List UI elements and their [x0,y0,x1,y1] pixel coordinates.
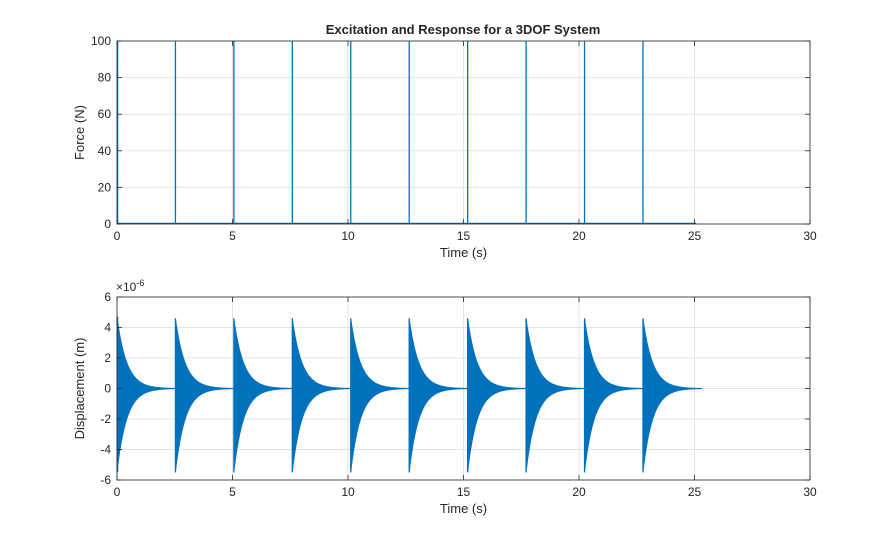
force-x-tick-label: 0 [114,229,121,243]
disp-y-tick-label: -6 [100,473,111,487]
disp-y-exponent-base: ×10 [116,280,137,294]
force-y-tick-label: 40 [98,144,112,158]
disp-x-tick-label: 5 [229,485,236,499]
force-axes: 0 5 10 15 20 25 30 0 20 40 60 80 100 Time (s) Force (N… [72,34,817,260]
disp-x-tick-label: 25 [688,485,702,499]
disp-x-axis-label: Time (s) [440,501,487,516]
force-x-tick-label: 20 [572,229,586,243]
disp-y-tick-label: -2 [100,412,111,426]
disp-x-tick-label: 0 [114,485,121,499]
disp-y-tick-label: 6 [104,290,111,304]
disp-y-axis-label: Displacement (m) [72,338,87,440]
force-y-tick-label: 100 [91,34,111,48]
figure-title: Excitation and Response for a 3DOF Syste… [326,22,601,37]
force-y-tick-label: 20 [98,180,112,194]
force-x-tick-label: 15 [457,229,471,243]
force-x-tick-label: 30 [803,229,817,243]
disp-y-exponent-power: -6 [136,278,144,288]
disp-x-tick-label: 10 [341,485,355,499]
disp-y-exponent-label: ×10-6 [116,278,144,294]
force-x-tick-label: 5 [229,229,236,243]
disp-y-tick-label: -4 [100,443,111,457]
disp-y-tick-label: 0 [104,382,111,396]
force-y-tick-label: 80 [98,71,112,85]
force-x-tick-label: 25 [688,229,702,243]
force-y-tick-label: 0 [104,217,111,231]
disp-x-tick-label: 15 [457,485,471,499]
disp-x-tick-label: 20 [572,485,586,499]
disp-x-tick-label: 30 [803,485,817,499]
disp-y-tick-label: 2 [104,351,111,365]
displacement-axes: 0 5 10 15 20 25 30 -6 -4 -2 0 2 4 6 Time (s) Displaceme… [72,278,817,516]
force-x-tick-label: 10 [341,229,355,243]
force-y-tick-label: 60 [98,107,112,121]
force-x-axis-label: Time (s) [440,245,487,260]
force-y-axis-label: Force (N) [72,105,87,160]
disp-y-tick-label: 4 [104,321,111,335]
